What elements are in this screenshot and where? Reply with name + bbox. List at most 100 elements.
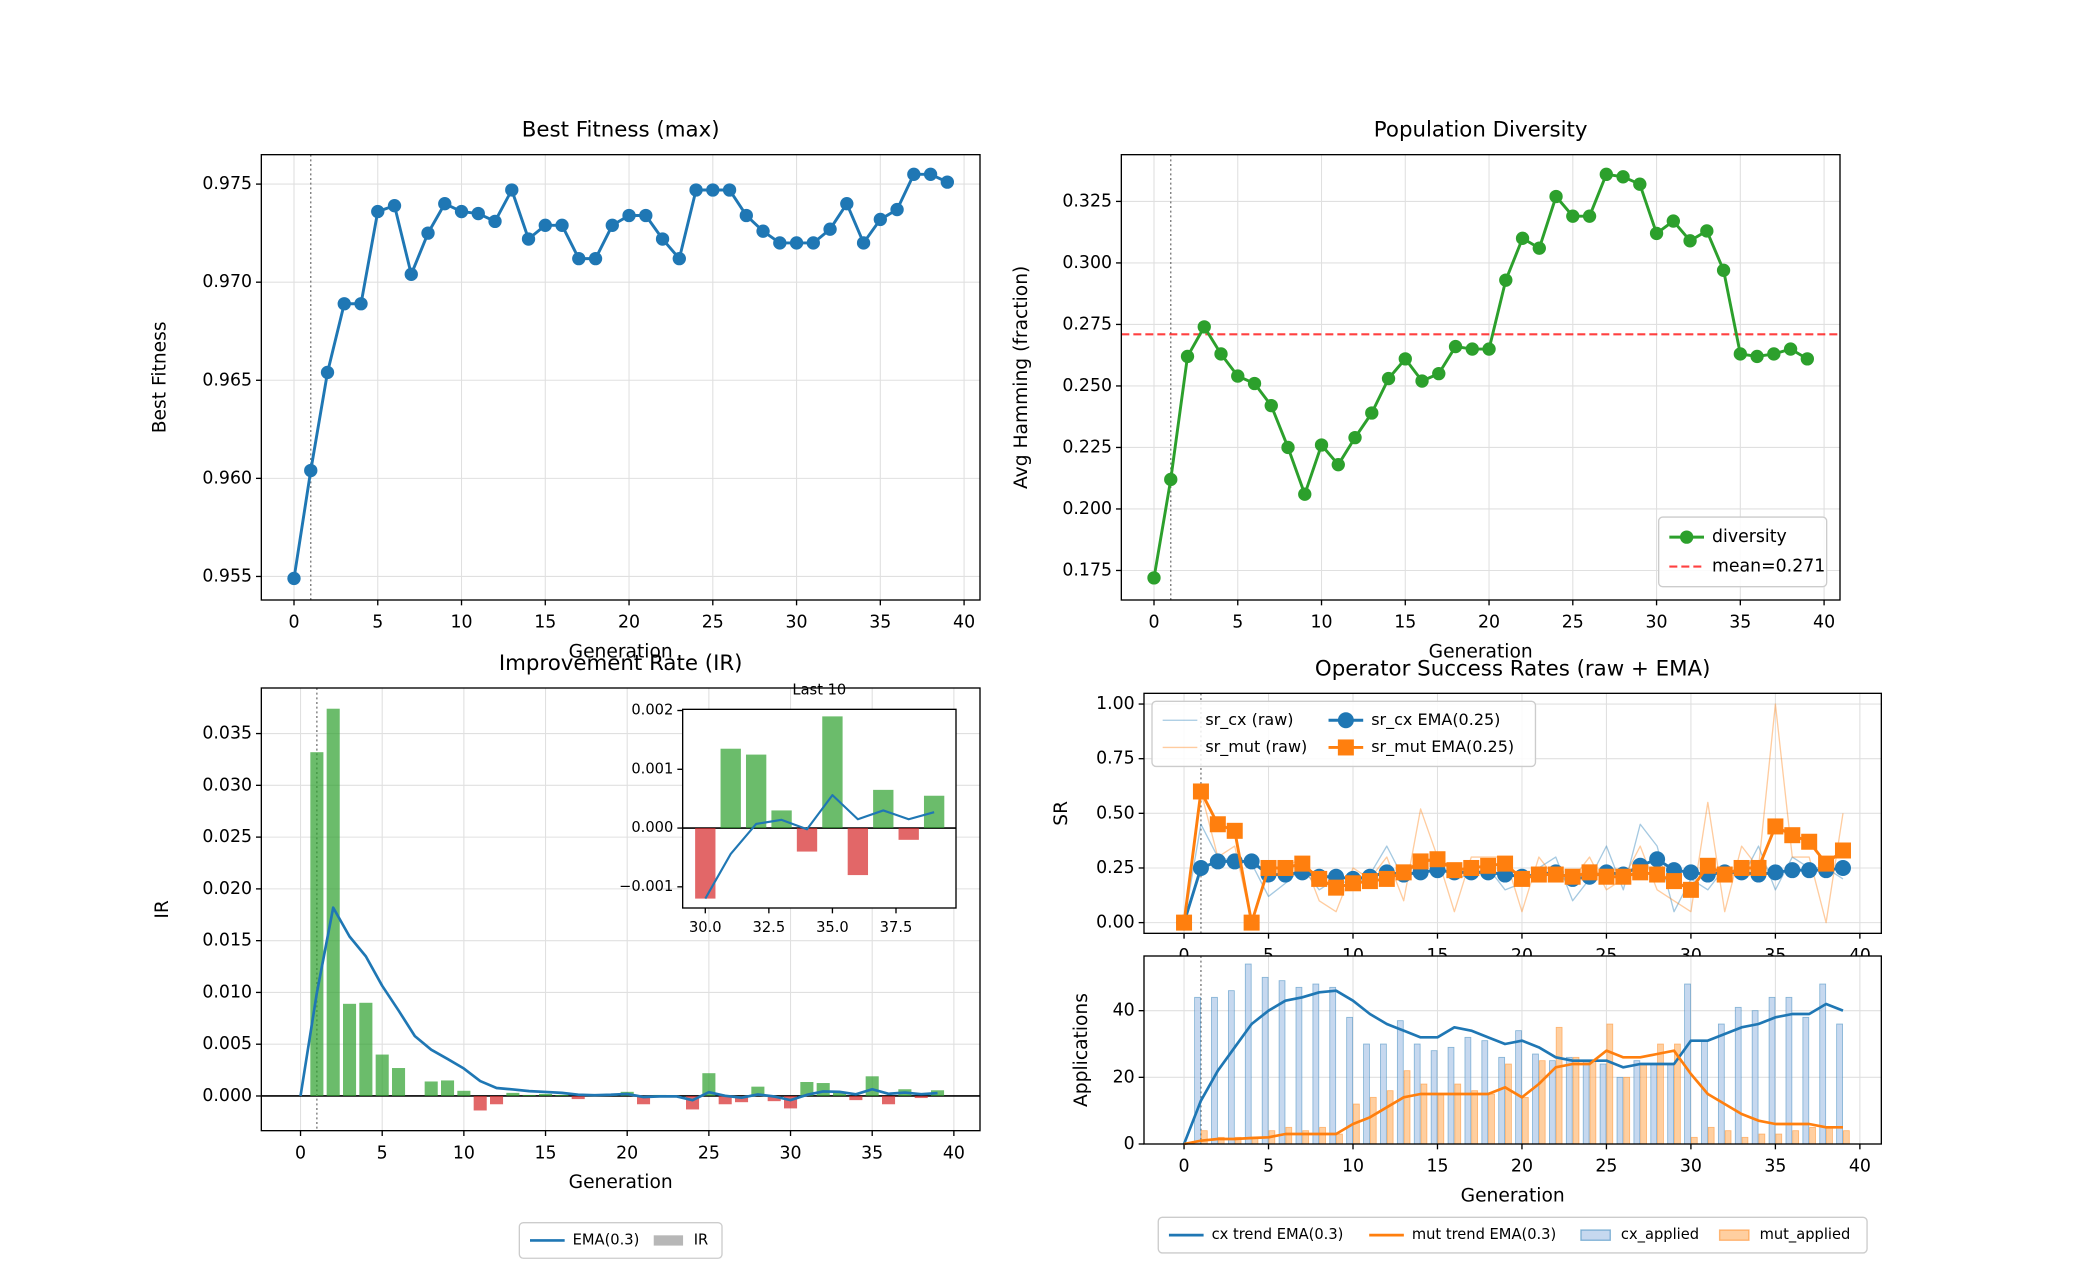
marker	[940, 175, 954, 189]
bar	[1775, 1133, 1783, 1145]
marker	[1247, 376, 1262, 391]
bar	[1640, 1063, 1647, 1145]
bar	[1623, 1076, 1631, 1145]
y-tick-label: 0.275	[1062, 314, 1112, 334]
x-tick-label: 0	[295, 1143, 306, 1163]
x-tick-label: 0	[288, 613, 299, 633]
x-tick-label: 15	[534, 613, 556, 633]
chart-title: Best Fitness (max)	[522, 118, 720, 143]
x-tick-label: 5	[377, 1143, 388, 1163]
bar	[1363, 1043, 1370, 1145]
marker	[1260, 859, 1277, 876]
bar	[745, 754, 767, 829]
x-tick-label: 35.0	[816, 919, 849, 936]
x-tick-label: 25	[1562, 613, 1584, 633]
x-tick-label: 20	[616, 1143, 638, 1163]
bar	[1505, 1063, 1512, 1145]
bar	[1521, 1096, 1529, 1145]
x-tick-label: 10	[450, 613, 472, 633]
bar	[1194, 996, 1201, 1145]
marker	[1547, 866, 1564, 883]
legend-label: mean=0.271	[1712, 557, 1825, 577]
x-tick-label: 30	[786, 613, 808, 633]
marker	[1532, 241, 1546, 255]
marker	[1446, 862, 1463, 879]
y-axis-label: Applications	[1071, 993, 1092, 1107]
plot-frame	[1143, 955, 1882, 1145]
marker	[639, 208, 653, 223]
bar	[718, 1095, 732, 1105]
marker	[1281, 440, 1295, 455]
legend-box	[1157, 1216, 1868, 1254]
bar	[457, 1090, 471, 1096]
marker	[1733, 347, 1747, 361]
marker	[1750, 859, 1767, 876]
marker	[773, 236, 787, 250]
x-tick-label: 40	[953, 613, 975, 633]
bar	[1295, 986, 1303, 1145]
marker	[337, 297, 351, 311]
y-tick-label: 0.010	[202, 982, 252, 1002]
y-tick-label: 0.50	[1096, 803, 1135, 823]
bar	[1285, 1126, 1293, 1145]
y-tick-label: 0.975	[202, 174, 252, 194]
bar	[796, 828, 818, 852]
marker	[1243, 914, 1260, 931]
bar	[702, 1073, 716, 1096]
marker	[1513, 870, 1530, 887]
x-tick-label: 35	[861, 1143, 883, 1163]
x-tick-label: 0	[1179, 1157, 1190, 1177]
bar	[1606, 1023, 1614, 1145]
bar	[882, 1095, 896, 1105]
y-tick-label: 0.002	[631, 702, 673, 719]
bar	[1555, 1026, 1563, 1145]
bar	[1809, 1126, 1816, 1145]
marker	[722, 183, 737, 197]
x-tick-label: 37.5	[880, 919, 913, 936]
marker	[1147, 571, 1161, 585]
series-line	[292, 172, 948, 579]
plot-frame	[1143, 692, 1882, 934]
bar	[1582, 1060, 1590, 1145]
x-axis-label: Generation	[569, 1172, 673, 1193]
bar	[1751, 1010, 1759, 1145]
bar	[1437, 1093, 1445, 1145]
marker	[605, 218, 619, 232]
legend-swatch	[1580, 1229, 1611, 1241]
chart-panel: 0.175 0.200 0.225 0.250 0.275 0.300 0.325 0 5 10 1…	[1011, 118, 1841, 663]
y-tick-label: 0.175	[1062, 560, 1112, 580]
y-tick-label: 0.025	[202, 827, 252, 847]
marker	[789, 236, 804, 250]
bar	[735, 1095, 749, 1103]
x-tick-label: 30.0	[689, 919, 722, 936]
bar	[490, 1095, 504, 1105]
bar	[506, 1092, 520, 1096]
y-tick-label: 1.00	[1096, 694, 1135, 714]
bar	[1650, 1063, 1658, 1145]
bar	[310, 752, 324, 1096]
marker	[1226, 822, 1243, 839]
legend-box	[518, 1222, 723, 1259]
bar	[326, 708, 340, 1096]
x-tick-label: 25	[702, 613, 724, 633]
marker	[1499, 273, 1513, 287]
marker	[1800, 352, 1814, 366]
legend-swatch	[653, 1235, 684, 1246]
bar	[392, 1068, 406, 1096]
marker	[1214, 347, 1228, 361]
marker	[672, 251, 686, 266]
legend-label: sr_mut EMA(0.25)	[1371, 737, 1514, 757]
bar	[822, 716, 843, 829]
legend-label: sr_cx (raw)	[1205, 710, 1293, 730]
bar	[1724, 1130, 1732, 1145]
x-tick-label: 40	[1849, 1157, 1871, 1177]
marker	[1682, 864, 1699, 881]
bar	[424, 1081, 438, 1096]
y-axis-label: Best Fitness	[150, 321, 171, 433]
marker	[1564, 868, 1581, 885]
chart-title: Population Diversity	[1374, 118, 1588, 143]
marker	[1767, 347, 1781, 361]
marker	[1497, 855, 1514, 872]
legend-label: cx_applied	[1621, 1226, 1699, 1243]
